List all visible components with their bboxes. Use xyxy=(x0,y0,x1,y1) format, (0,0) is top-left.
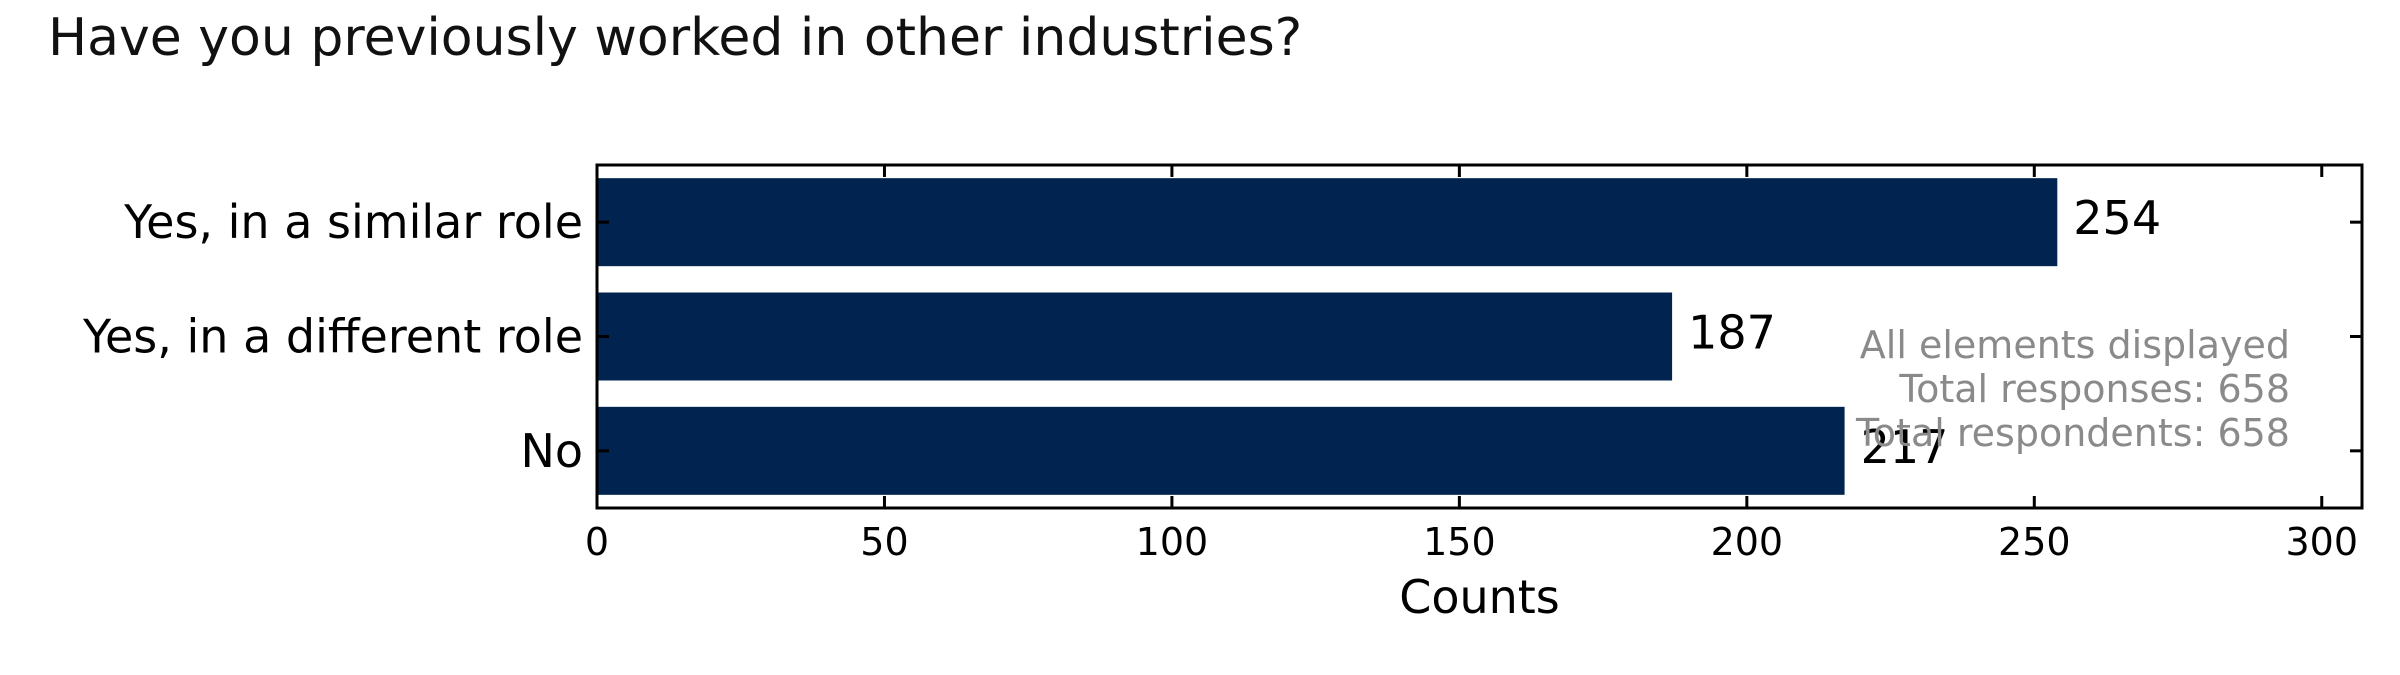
x-tick-label: 50 xyxy=(860,520,908,564)
category-label: No xyxy=(520,424,583,478)
x-tick-label: 150 xyxy=(1423,520,1496,564)
chart-title: Have you previously worked in other indu… xyxy=(48,8,1302,68)
x-tick-label: 100 xyxy=(1136,520,1209,564)
x-tick-label: 250 xyxy=(1998,520,2071,564)
category-label: Yes, in a similar role xyxy=(123,195,583,249)
plot-frame xyxy=(595,163,2364,510)
x-tick-label: 200 xyxy=(1711,520,1784,564)
bar xyxy=(597,406,1845,495)
x-tick-label: 0 xyxy=(585,520,609,564)
annotation-text: All elements displayed xyxy=(1860,323,2290,367)
bar xyxy=(597,178,2058,267)
x-tick-label: 300 xyxy=(2285,520,2358,564)
bar-value-label: 187 xyxy=(1688,306,1776,360)
category-label: Yes, in a different role xyxy=(82,310,583,364)
annotation-text: Total responses: 658 xyxy=(1898,367,2290,411)
bars-group: Yes, in a similar role 254 Yes, in a diffe… xyxy=(82,178,2161,495)
bar xyxy=(597,292,1673,381)
ticks-group: 0 50 100 150 200 250 300 xyxy=(585,165,2362,564)
annotation-text: Total respondents: 658 xyxy=(1855,411,2290,455)
bar-value-label: 217 xyxy=(1861,420,1949,474)
bar-value-label: 254 xyxy=(2073,191,2161,245)
x-axis-label: Counts xyxy=(1399,570,1560,624)
